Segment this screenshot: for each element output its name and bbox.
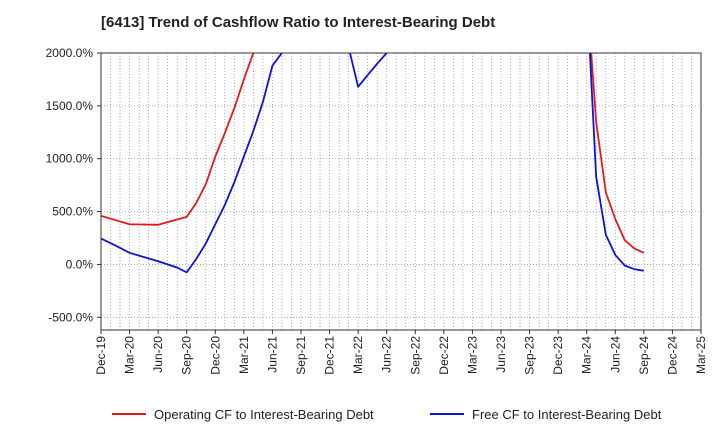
x-tick-label: Mar-25	[694, 336, 708, 374]
x-tick-label: Sep-22	[408, 336, 422, 375]
x-tick-label: Sep-21	[294, 336, 308, 375]
x-tick-label: Dec-20	[208, 336, 222, 375]
legend-label: Free CF to Interest-Bearing Debt	[472, 407, 662, 422]
x-tick-label: Jun-23	[494, 336, 508, 373]
series-line	[101, 53, 283, 274]
x-tick-label: Jun-20	[151, 336, 165, 373]
x-tick-label: Sep-24	[637, 336, 651, 375]
x-tick-label: Mar-24	[580, 336, 594, 374]
x-tick-label: Jun-21	[265, 336, 279, 373]
x-tick-label: Jun-24	[608, 336, 622, 373]
x-tick-label: Mar-22	[351, 336, 365, 374]
series-layer	[101, 53, 645, 274]
y-tick-label: 0.0%	[66, 257, 94, 271]
chart-title: [6413] Trend of Cashflow Ratio to Intere…	[101, 14, 496, 31]
y-tick-label: 1000.0%	[46, 152, 94, 166]
x-tick-label: Sep-23	[523, 336, 537, 375]
x-tick-label: Jun-22	[380, 336, 394, 373]
series-line	[590, 53, 645, 254]
series-line	[349, 53, 388, 88]
x-tick-label: Dec-22	[437, 336, 451, 375]
x-tick-label: Mar-21	[237, 336, 251, 374]
x-tick-label: Dec-21	[323, 336, 337, 375]
x-tick-label: Mar-23	[465, 336, 479, 374]
series-line	[589, 53, 645, 272]
x-tick-label: Dec-19	[94, 336, 108, 375]
y-tick-label: 2000.0%	[46, 46, 94, 60]
x-tick-label: Dec-23	[551, 336, 565, 375]
legend: Operating CF to Interest-Bearing Debt Fre…	[112, 407, 662, 422]
series-line	[101, 53, 255, 226]
x-tick-label: Sep-20	[180, 336, 194, 375]
x-tick-label: Dec-24	[665, 336, 679, 375]
legend-label: Operating CF to Interest-Bearing Debt	[154, 407, 374, 422]
y-tick-label: 500.0%	[52, 205, 93, 219]
axis-layer: 2000.0%1500.0%1000.0%500.0%0.0%-500.0%De…	[46, 46, 708, 375]
y-tick-label: 1500.0%	[46, 99, 94, 113]
plot-border	[100, 52, 702, 331]
plot-area	[101, 53, 701, 330]
y-tick-label: -500.0%	[48, 310, 93, 324]
x-tick-label: Mar-20	[123, 336, 137, 374]
